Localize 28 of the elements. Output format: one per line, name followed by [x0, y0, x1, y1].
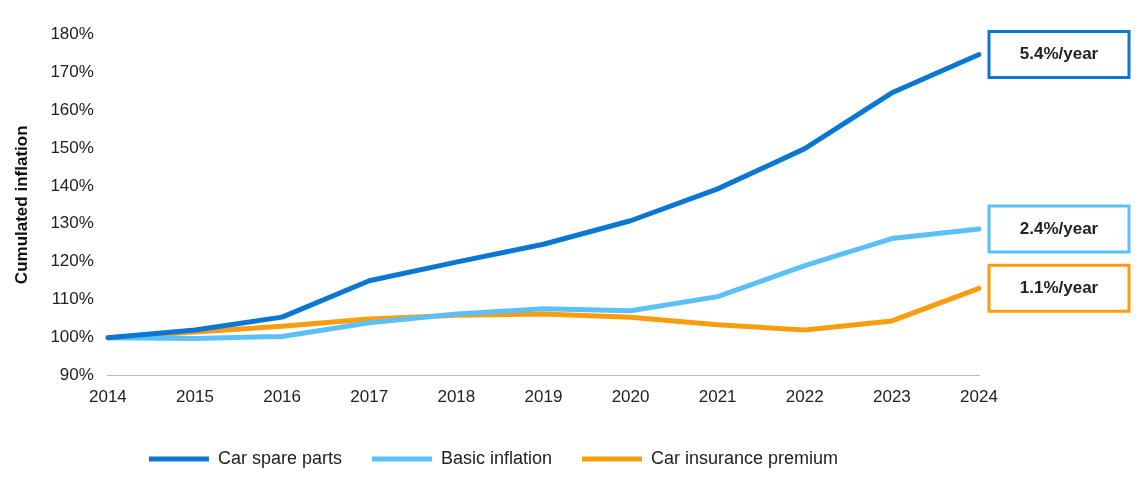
y-tick-label: 110%	[51, 289, 94, 309]
y-axis-title: Cumulated inflation	[11, 125, 31, 285]
y-tick-label: 180%	[50, 23, 94, 43]
y-tick-label: 120%	[50, 251, 94, 271]
y-tick-label: 140%	[50, 175, 94, 195]
legend-label: Car insurance premium	[651, 447, 839, 468]
annotation: 1.1%/year	[1019, 277, 1099, 297]
legend-label: Basic inflation	[440, 447, 553, 468]
x-tick-label: 2020	[611, 387, 650, 407]
x-tick-label: 2016	[263, 387, 302, 407]
y-tick-label: 170%	[50, 61, 94, 81]
x-tick-label: 2015	[176, 387, 214, 407]
annotation: 5.4%/year	[1019, 44, 1099, 64]
x-tick-label: 2021	[698, 387, 737, 407]
y-tick-label: 100%	[50, 327, 94, 347]
y-tick-label: 160%	[50, 99, 94, 119]
y-tick-label: 90%	[59, 365, 94, 385]
legend-label: Car spare parts	[217, 447, 342, 468]
x-tick-label: 2019	[524, 387, 563, 407]
y-tick-label: 150%	[50, 137, 94, 157]
annotation: 2.4%/year	[1019, 218, 1099, 238]
y-tick-label: 130%	[50, 213, 94, 233]
x-tick-label: 2022	[785, 387, 824, 407]
x-tick-label: 2014	[88, 387, 127, 407]
x-tick-label: 2024	[960, 387, 998, 407]
x-tick-label: 2017	[350, 387, 389, 407]
x-tick-label: 2018	[437, 387, 476, 407]
x-tick-label: 2023	[872, 387, 911, 407]
